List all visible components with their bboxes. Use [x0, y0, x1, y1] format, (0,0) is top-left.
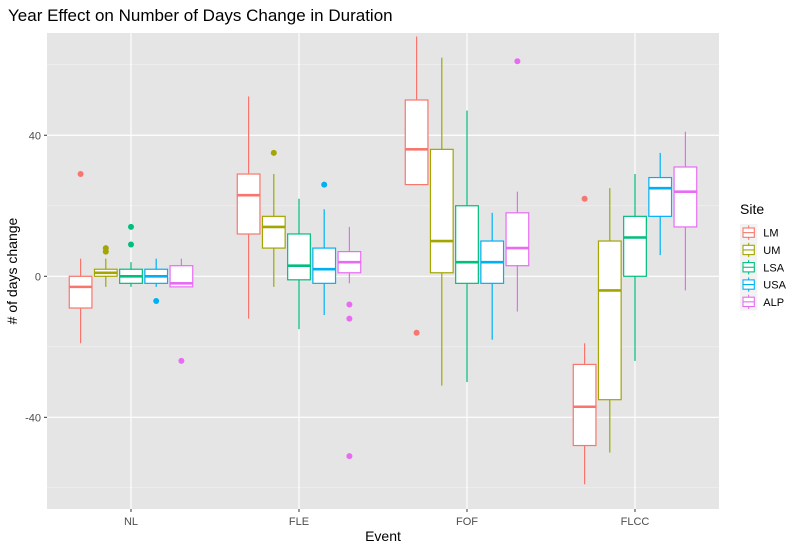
box-UM-FLE: [261, 149, 286, 287]
box-ALP-NL: [169, 258, 194, 364]
box-LSA-FOF: [455, 110, 479, 383]
outlier-point: [346, 301, 353, 308]
outlier-point: [153, 297, 160, 304]
box-LM-NL: [68, 171, 93, 344]
outlier-point: [128, 241, 134, 248]
box-LSA-NL: [119, 223, 143, 287]
box-iqr: [312, 247, 337, 284]
legend-label: LSA: [763, 262, 784, 274]
legend-title: Site: [740, 201, 764, 217]
x-tick-label: FLCC: [621, 516, 650, 528]
box-UM-FLCC: [597, 188, 622, 453]
outlier-point: [270, 149, 277, 156]
y-tick-label: 0: [35, 271, 41, 283]
box-iqr: [648, 176, 673, 217]
legend-item-UM: UM: [740, 241, 780, 259]
legend-item-LM: LM: [740, 224, 779, 242]
x-tick-label: NL: [124, 516, 138, 528]
box-iqr: [68, 275, 93, 309]
legend-label: UM: [763, 245, 780, 257]
outlier-point: [102, 245, 109, 252]
y-tick-label: -40: [25, 412, 41, 424]
legend-item-USA: USA: [740, 275, 787, 294]
y-tick-label: 40: [29, 130, 41, 142]
box-iqr: [623, 215, 647, 277]
legend-item-LSA: LSA: [740, 258, 785, 276]
x-axis-title: Event: [365, 528, 401, 544]
outlier-point: [346, 453, 353, 460]
legend-label: USA: [763, 280, 786, 292]
box-iqr: [572, 363, 597, 447]
chart-title: Year Effect on Number of Days Change in …: [8, 6, 393, 25]
box-LSA-FLE: [287, 198, 311, 330]
box-LM-FLE: [236, 96, 261, 319]
box-USA-FLE: [312, 181, 337, 316]
x-axis: NL FLE FOF FLCC: [124, 509, 649, 528]
box-USA-FLCC: [648, 152, 673, 256]
box-iqr: [597, 240, 622, 401]
box-LSA-FLCC: [623, 174, 647, 361]
box-USA-NL: [144, 258, 169, 304]
box-UM-NL: [93, 245, 118, 287]
x-tick-label: FOF: [456, 516, 478, 528]
y-axis-title: # of days change: [4, 217, 20, 324]
box-iqr: [505, 212, 530, 267]
x-tick-label: FLE: [289, 516, 309, 528]
legend-item-ALP: ALP: [740, 293, 784, 311]
outlier-point: [346, 315, 353, 322]
outlier-point: [128, 223, 134, 230]
legend-label: LM: [763, 228, 778, 240]
box-iqr: [429, 148, 454, 274]
box-iqr: [455, 205, 479, 284]
box-LM-FOF: [404, 36, 429, 336]
box-ALP-FLE: [337, 226, 362, 460]
box-iqr: [287, 233, 311, 281]
outlier-point: [77, 171, 84, 178]
box-iqr: [236, 173, 261, 235]
box-UM-FOF: [429, 57, 454, 386]
legend: Site LM UM LSA USA ALP: [740, 201, 787, 311]
box-ALP-FOF: [505, 58, 530, 312]
outlier-point: [413, 329, 420, 336]
outlier-point: [514, 58, 521, 65]
box-LM-FLCC: [572, 195, 597, 485]
box-iqr: [404, 99, 429, 186]
legend-label: ALP: [763, 297, 784, 309]
box-iqr: [169, 265, 194, 288]
boxplot-marks: [68, 36, 698, 485]
box-iqr: [261, 215, 286, 249]
box-iqr: [673, 166, 698, 228]
outlier-point: [581, 195, 588, 202]
y-axis: -40 0 40: [25, 130, 47, 424]
outlier-point: [321, 181, 328, 188]
outlier-point: [178, 357, 185, 364]
box-USA-FOF: [480, 212, 505, 340]
box-ALP-FLCC: [673, 131, 698, 291]
